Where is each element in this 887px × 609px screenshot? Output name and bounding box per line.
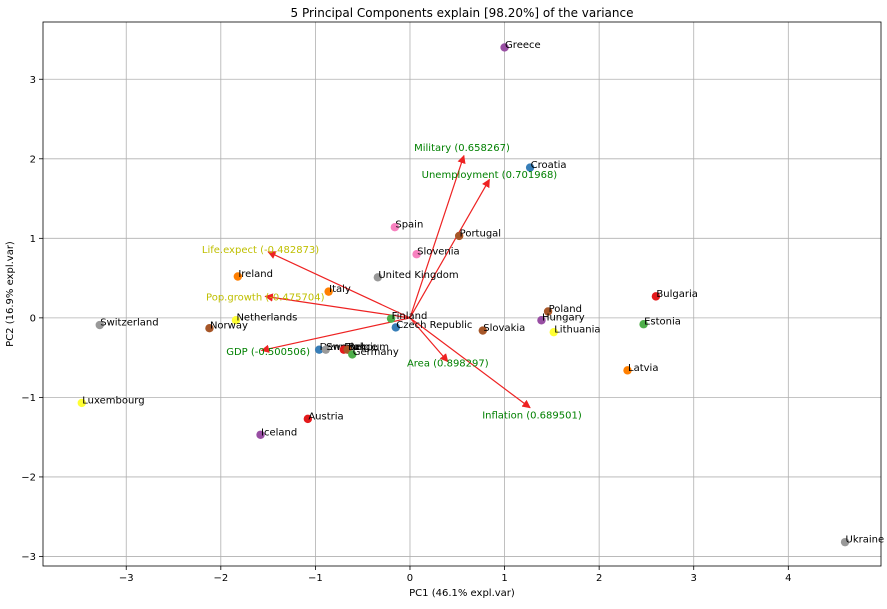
country-point: [348, 350, 357, 359]
y-tick-label: 0: [30, 313, 36, 324]
x-tick-label: 2: [596, 573, 602, 584]
country-point: [95, 320, 104, 330]
y-tick-label: −2: [21, 472, 36, 483]
country-point: [77, 398, 86, 408]
country-point: [321, 345, 331, 354]
tick-layer: −3 −2 −1 0 1 2 3 4 −3 −2 −1 0 1 2 3: [21, 75, 791, 584]
country-point: [454, 231, 464, 241]
country-point: [373, 273, 383, 282]
loading-arrow: [409, 317, 449, 363]
country-label: Spain: [395, 220, 423, 231]
country-point: [412, 250, 421, 259]
country-label: Germany: [353, 347, 399, 358]
country-label: Ireland: [238, 269, 273, 280]
country-point: [623, 366, 632, 375]
loading-label: Pop.growth (-0.475704): [206, 293, 325, 304]
chart-title: 5 Principal Components explain [98.20%] …: [291, 6, 634, 20]
country-point: [500, 43, 509, 52]
x-axis-title: PC1 (46.1% expl.var): [409, 588, 515, 599]
country-point: [386, 314, 396, 323]
loading-arrow: [267, 251, 411, 319]
y-axis-title: PC2 (16.9% expl.var): [5, 241, 16, 347]
country-point: [324, 287, 333, 296]
country-point: [651, 292, 661, 301]
country-label: Estonia: [644, 317, 681, 328]
country-point: [391, 323, 400, 332]
loading-label: Inflation (0.689501): [482, 410, 582, 421]
y-tick-label: 3: [30, 75, 36, 86]
country-label: Czech Republic: [396, 320, 472, 331]
x-tick-label: 3: [691, 573, 697, 584]
y-tick-label: −3: [21, 552, 36, 563]
loading-arrow: [264, 293, 411, 319]
country-point: [840, 537, 850, 547]
country-point: [233, 272, 243, 281]
country-label: Norway: [210, 321, 248, 332]
country-label: Iceland: [261, 427, 297, 438]
x-tick-label: 0: [407, 573, 413, 584]
country-point: [549, 327, 558, 337]
country-label: France: [344, 342, 377, 353]
loading-arrow: [260, 317, 411, 353]
country-label: Luxembourg: [82, 395, 144, 406]
y-tick-label: 2: [30, 154, 36, 165]
loading-labels: Military (0.658267) Unemployment (0.70196…: [202, 143, 582, 421]
loading-vectors: [260, 154, 531, 409]
country-point: [537, 316, 546, 325]
country-label: Switzerland: [100, 318, 158, 329]
loading-label: GDP (-0.500506): [226, 347, 310, 358]
x-tick-label: 1: [501, 573, 507, 584]
country-label: Croatia: [531, 160, 567, 171]
loading-label: Unemployment (0.701968): [422, 170, 558, 181]
loading-label: Area (0.898297): [407, 359, 489, 370]
country-label: Belgium: [348, 342, 389, 353]
country-point: [205, 323, 214, 333]
country-label: Latvia: [628, 363, 658, 374]
country-label: Bulgaria: [656, 289, 697, 300]
loading-arrow: [409, 317, 531, 409]
country-label: Slovenia: [417, 247, 460, 258]
loading-arrow: [409, 178, 490, 319]
country-point: [478, 326, 488, 335]
country-label: Italy: [329, 284, 351, 295]
country-label: Hungary: [542, 313, 585, 324]
country-label: Lithuania: [554, 325, 600, 336]
country-point: [256, 430, 265, 439]
loading-arrow: [409, 154, 466, 319]
country-point: [231, 316, 241, 325]
loading-label: Life.expect (-0.482873): [202, 245, 319, 256]
country-label: Finland: [392, 311, 428, 322]
y-tick-label: 1: [30, 234, 36, 245]
plot-area: [43, 22, 881, 566]
country-label: Slovakia: [483, 323, 525, 334]
country-point: [639, 320, 648, 329]
country-label: Greece: [505, 40, 541, 51]
x-tick-label: −1: [308, 573, 323, 584]
country-label: Poland: [549, 304, 582, 315]
x-tick-label: 4: [785, 573, 791, 584]
country-point: [543, 307, 553, 316]
loading-label: Military (0.658267): [414, 143, 510, 154]
country-point: [303, 414, 313, 424]
country-point: [314, 345, 324, 354]
country-label: Netherlands: [236, 313, 297, 324]
country-label: Ukraine: [846, 535, 885, 546]
y-tick-label: −1: [21, 393, 36, 404]
country-label: Portugal: [460, 228, 501, 239]
country-point: [525, 163, 535, 172]
country-label: Austria: [308, 411, 343, 422]
plot-frame: [42, 21, 882, 567]
x-tick-label: −2: [213, 573, 228, 584]
country-label: United Kingdom: [378, 270, 458, 281]
x-tick-label: −3: [119, 573, 134, 584]
country-point: [390, 222, 400, 232]
